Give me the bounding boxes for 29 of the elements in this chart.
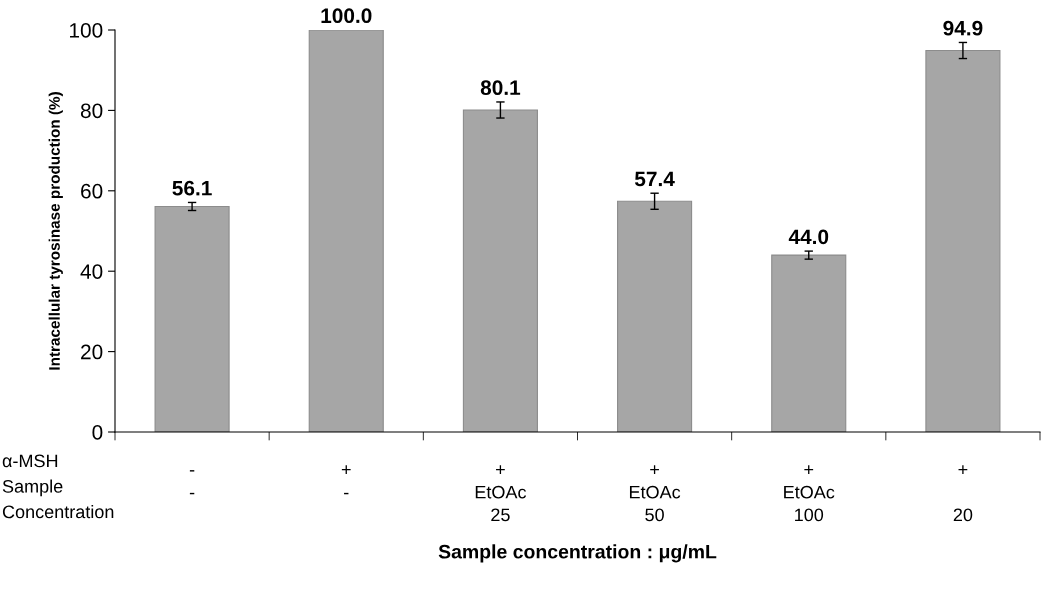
data-label: 44.0 <box>788 229 829 245</box>
text: α-MSH <box>2 454 58 468</box>
text: Sample <box>2 479 63 497</box>
data-label: 94.9 <box>943 20 983 36</box>
data-label: 57.4 <box>634 171 675 187</box>
data-label: 56.1 <box>172 180 212 196</box>
text: Concentration <box>2 505 114 519</box>
category-label: + 20 <box>953 465 973 522</box>
x-tick-label: + EtOAc 50 <box>629 465 681 522</box>
y-tick-label: 60 <box>81 183 103 199</box>
bar <box>308 30 384 432</box>
bar <box>925 49 1001 432</box>
y-tick-label: 20 <box>81 344 103 360</box>
y-tick-label: 100 <box>70 23 103 38</box>
bar <box>462 109 538 432</box>
data-label: 80.1 <box>480 80 521 96</box>
bar <box>771 254 847 432</box>
y-tick-label: 40 <box>80 264 103 279</box>
x-tick-label: + EtOAc 100 <box>784 465 835 522</box>
x-axis-title: Sample concentration : μg/mL <box>438 544 717 563</box>
y-axis-title: Intracellular tyrosinase production (%) <box>48 92 63 370</box>
y-tick-label: 0 <box>92 425 103 440</box>
x-tick-label: - - <box>189 470 195 495</box>
bar <box>617 200 693 432</box>
bar <box>154 205 230 432</box>
x-tick-label: + - <box>341 465 351 495</box>
data-label: 100.0 <box>321 8 372 24</box>
y-tick-label: 80 <box>80 103 103 119</box>
x-tick-label: + EtOAc 25 <box>475 465 527 522</box>
